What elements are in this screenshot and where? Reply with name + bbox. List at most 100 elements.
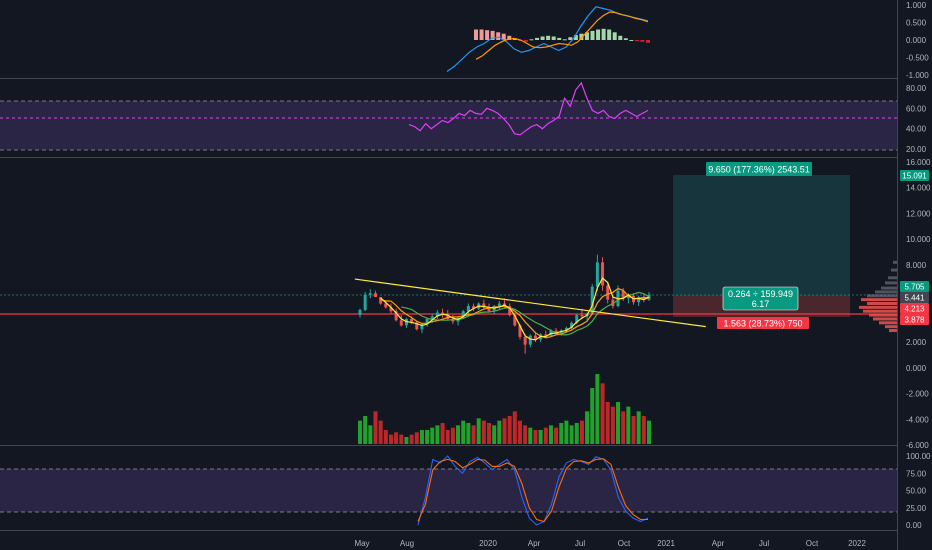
candle-body bbox=[368, 293, 372, 295]
volume-bar bbox=[388, 434, 393, 444]
volume-profile-row bbox=[888, 276, 897, 280]
candle-body bbox=[642, 297, 646, 300]
volume-profile-row bbox=[893, 260, 897, 264]
price-y-tick-label: 10.000 bbox=[906, 235, 931, 244]
volume-bar bbox=[523, 425, 528, 444]
volume-bar bbox=[435, 425, 440, 444]
overlay-layer bbox=[354, 277, 706, 341]
volume-bar bbox=[497, 420, 502, 444]
volume-bar bbox=[647, 420, 651, 444]
macd-histogram-bar bbox=[601, 28, 606, 40]
volume-bar bbox=[476, 418, 481, 444]
volume-bar bbox=[492, 425, 497, 444]
macd-histogram-bar bbox=[474, 29, 478, 40]
macd-y-tick-label: -0.500 bbox=[906, 54, 929, 63]
candle-body bbox=[384, 303, 388, 308]
volume-bar bbox=[394, 432, 399, 444]
macd-histogram-bar bbox=[529, 39, 534, 41]
candle-body bbox=[544, 334, 548, 336]
price-badge-support-text: 4.213 bbox=[904, 305, 925, 314]
rsi-line bbox=[408, 81, 649, 136]
volume-bar bbox=[363, 416, 368, 444]
candle-body bbox=[430, 316, 434, 319]
candle-body bbox=[482, 303, 486, 308]
ma-slow-line bbox=[401, 291, 650, 336]
ratio-label-box[interactable] bbox=[722, 286, 799, 311]
volume-bar bbox=[487, 423, 492, 444]
candle-body bbox=[528, 335, 532, 345]
candle-body bbox=[461, 311, 465, 318]
candle-body bbox=[441, 312, 445, 314]
volume-profile-row bbox=[879, 321, 897, 325]
volume-bar bbox=[373, 411, 378, 444]
x-tick-label: Jul bbox=[759, 539, 769, 548]
rsi-y-tick-label: 80.00 bbox=[906, 84, 927, 93]
volume-bar bbox=[466, 423, 471, 444]
volume-profile-row bbox=[891, 268, 897, 272]
price-y-tick-label: -2.000 bbox=[906, 390, 929, 399]
candle-body bbox=[508, 306, 512, 316]
volume-bar bbox=[543, 427, 548, 444]
macd-histogram-bar bbox=[523, 40, 528, 42]
volume-bar bbox=[414, 432, 419, 444]
price-badge-support bbox=[900, 303, 929, 314]
volume-bar bbox=[585, 411, 590, 444]
candle-body bbox=[472, 306, 476, 309]
volume-bar bbox=[533, 430, 538, 444]
volume-profile bbox=[859, 260, 897, 333]
stoch-y-tick-label: 75.00 bbox=[906, 469, 927, 478]
macd-y-tick-label: 1.000 bbox=[906, 1, 927, 10]
macd-y-tick-label: -1.000 bbox=[906, 71, 929, 80]
stoch-k-line bbox=[417, 455, 649, 526]
volume-bar bbox=[399, 434, 404, 444]
volume-bar bbox=[502, 418, 507, 444]
stoch-y-tick-label: 50.00 bbox=[906, 487, 927, 496]
price-badge-current-text: 5.705 bbox=[904, 283, 925, 292]
trendline bbox=[354, 278, 706, 328]
x-tick-label: Apr bbox=[528, 539, 541, 548]
volume-bar bbox=[631, 416, 636, 444]
x-tick-label: Aug bbox=[400, 539, 414, 548]
x-tick-label: May bbox=[354, 539, 369, 548]
volume-bar bbox=[404, 437, 409, 444]
macd-layer bbox=[446, 6, 650, 72]
macd-histogram-bar bbox=[562, 39, 567, 41]
volume-bar bbox=[419, 430, 424, 444]
volume-bar bbox=[456, 425, 461, 444]
candle-body bbox=[590, 286, 594, 314]
macd-histogram-bar bbox=[479, 29, 484, 40]
volume-profile-row bbox=[867, 294, 897, 298]
long-position-target-zone[interactable] bbox=[673, 175, 850, 295]
volume-bar bbox=[569, 425, 574, 444]
ma-fast-line bbox=[380, 277, 650, 341]
x-tick-label: 2022 bbox=[848, 539, 866, 548]
volume-bar bbox=[528, 427, 533, 444]
volume-profile-row bbox=[875, 290, 897, 294]
macd-histogram-bar bbox=[485, 30, 490, 40]
x-tick-label: Jul bbox=[575, 539, 585, 548]
volume-bar bbox=[564, 420, 569, 444]
stoch-band bbox=[0, 469, 897, 512]
macd-histogram-bar bbox=[579, 33, 584, 40]
stoch-layer bbox=[417, 455, 649, 526]
volume-profile-row bbox=[859, 305, 897, 309]
candle-body bbox=[611, 299, 615, 307]
candle-body bbox=[575, 315, 579, 323]
volume-bar bbox=[600, 383, 605, 444]
volume-bar bbox=[450, 427, 455, 444]
volume-bar bbox=[368, 425, 373, 444]
candle-body bbox=[389, 307, 393, 312]
candle-body bbox=[533, 335, 537, 340]
candle-body bbox=[621, 290, 625, 299]
price-y-tick-label: -6.000 bbox=[906, 441, 929, 450]
price-badge-entry-text: 5.441 bbox=[904, 294, 925, 303]
volume-layer bbox=[358, 374, 651, 444]
candle-body bbox=[513, 315, 517, 326]
rsi-y-tick-label: 20.00 bbox=[906, 145, 927, 154]
price-y-tick-label: 12.000 bbox=[906, 209, 931, 218]
volume-profile-row bbox=[861, 298, 897, 302]
macd-histogram-bar bbox=[590, 30, 595, 40]
stoch-d-line bbox=[417, 458, 648, 523]
macd-histogram-bar bbox=[568, 37, 573, 40]
